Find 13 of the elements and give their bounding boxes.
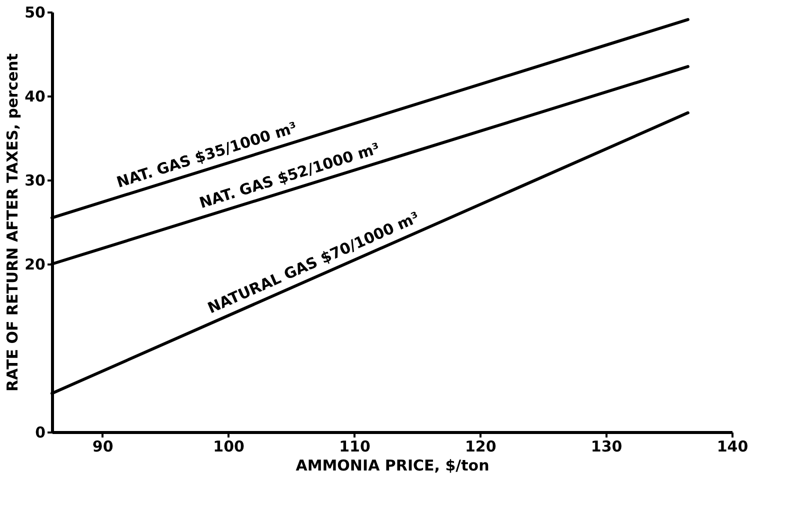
- y-tick-label: 40: [24, 88, 46, 106]
- y-tick-label: 0: [35, 424, 46, 442]
- x-tick-label: 90: [92, 438, 114, 456]
- x-tick-label: 100: [213, 438, 244, 456]
- x-tick-label: 140: [716, 438, 748, 456]
- x-tick-label: 130: [590, 438, 622, 456]
- y-tick-label: 50: [24, 4, 46, 22]
- x-axis-title: AMMONIA PRICE, $/ton: [296, 456, 490, 474]
- x-tick-label: 110: [339, 438, 370, 456]
- y-tick-label: 20: [24, 256, 46, 274]
- y-axis-title: RATE OF RETURN AFTER TAXES, percent: [4, 54, 22, 392]
- y-tick-label: 30: [24, 172, 46, 190]
- x-tick-label: 120: [464, 438, 496, 456]
